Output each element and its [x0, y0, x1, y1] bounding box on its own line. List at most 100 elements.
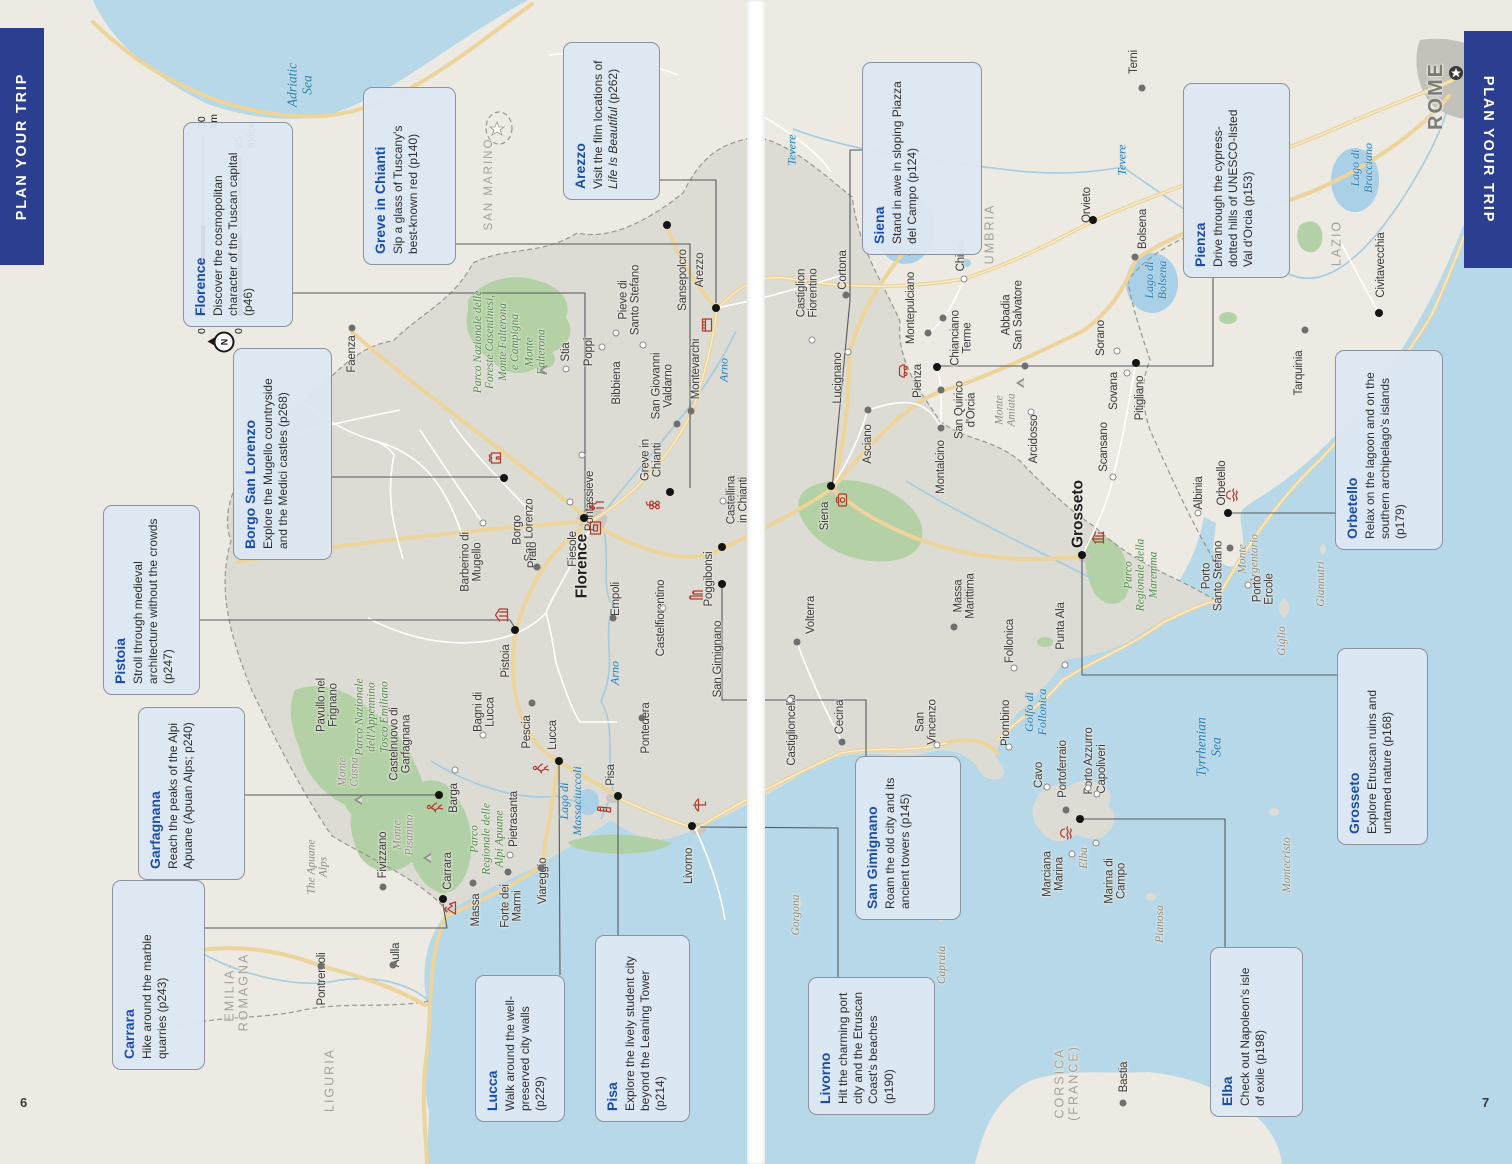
- map-label-golfo-di: Golfo di Follonica: [1022, 688, 1049, 736]
- map-label-lago-di: Lago di Massaciuccoli: [557, 766, 584, 836]
- map-label-capoliveri: Capoliveri: [1095, 744, 1108, 794]
- map-label-elba: Elba: [1077, 847, 1090, 869]
- city-dot: [939, 314, 947, 322]
- map-label-montalcino: Montalcino: [934, 440, 947, 494]
- map-label-grosseto: Grosseto: [1069, 479, 1087, 549]
- city-dot: [1010, 664, 1018, 672]
- city-dot: [1194, 509, 1202, 517]
- city-dot: [712, 304, 720, 312]
- city-dot: [1068, 850, 1076, 858]
- road-centerlines: [591, 79, 1502, 830]
- city-dot: [1301, 326, 1309, 334]
- city-dot: [1375, 309, 1383, 317]
- map-label-asciano: Asciano: [861, 424, 874, 464]
- callout-body: Hit the charming port city and the Etrus…: [836, 991, 896, 1104]
- callout-body: Stroll through medieval architecture wit…: [131, 518, 176, 684]
- map-label-sovana: Sovana: [1107, 372, 1120, 410]
- city-dot: [1138, 84, 1146, 92]
- map-label-albinia: Albinia: [1192, 476, 1205, 510]
- callout-title: Lucca: [484, 1070, 500, 1111]
- city-dot: [659, 604, 667, 612]
- temple-icon: [493, 606, 516, 624]
- callout-title: Florence: [192, 257, 208, 316]
- callout-title: Siena: [871, 206, 887, 244]
- map-label-parco-nazionale: Parco Nazionale dell'Appennino Tosco Emi…: [353, 678, 391, 756]
- map-label-corsica: CORSICA (FRANCE): [1052, 1045, 1081, 1121]
- plan-your-trip-tab-left: PLAN YOUR TRIP: [0, 28, 44, 265]
- map-label-lucca: Lucca: [546, 720, 559, 750]
- city-dot: [924, 329, 932, 337]
- city-dot: [1027, 408, 1035, 416]
- map-label-castiglioncello: Castiglioncello: [785, 694, 798, 766]
- peak-triangle-icon: [423, 853, 431, 863]
- city-dot: [1109, 473, 1117, 481]
- city-dot: [937, 386, 945, 394]
- city-dot: [479, 731, 487, 739]
- callout-title: Carrara: [121, 1009, 137, 1059]
- map-label-gorgona: Gorgona: [789, 894, 802, 936]
- map-label-arezzo: Arezzo: [693, 252, 706, 288]
- map-label-follonica: Follonica: [1003, 618, 1016, 664]
- map-label-chianciano: Chianciano Terme: [949, 310, 974, 366]
- map-label-castiglion: Castiglion Fiorentino: [795, 268, 820, 318]
- city-dot: [533, 563, 541, 571]
- city-dot: [598, 343, 606, 351]
- city-dot: [500, 474, 508, 482]
- callout-body: Explore Etruscan ruins and untamed natur…: [1365, 689, 1395, 834]
- san-marino-star-icon: [488, 120, 506, 136]
- map-label-san-gimignano: San Gimignano: [711, 620, 724, 698]
- city-dot: [933, 741, 941, 749]
- minor-roads: [249, 52, 1380, 921]
- city-dot: [389, 961, 397, 969]
- map-label-cortona: Cortona: [836, 250, 849, 290]
- city-dot: [638, 714, 646, 722]
- map-label-forte-dei: Forte dei Marmi: [499, 884, 524, 928]
- peak-triangle-icon: [1016, 378, 1024, 388]
- map-label-parco: Parco Regionale delle Alpi Apuane: [468, 803, 506, 875]
- callout-body: Reach the peaks of the Alpi Apuane (Apua…: [166, 722, 196, 869]
- city-dot: [555, 757, 563, 765]
- parasol-icon: [690, 796, 713, 814]
- capital-stars: [488, 66, 1463, 136]
- city-dot: [612, 329, 620, 337]
- map-label-empoli: Empoli: [609, 582, 622, 616]
- map-label-punta-ala: Punta Ala: [1054, 602, 1067, 650]
- map-label-pisa: Pisa: [604, 764, 617, 786]
- callout-grosseto: Grosseto Explore Etruscan ruins and untam…: [1337, 648, 1428, 845]
- map-label-pistoia: Pistoia: [499, 644, 512, 678]
- callout-body: Stand in awe in sloping Piazza del Campo…: [890, 81, 920, 244]
- ruins-icon: [1089, 528, 1112, 546]
- city-dot: [937, 424, 945, 432]
- callout-body: Roam the old city and its ancient towers…: [883, 777, 913, 909]
- city-dot: [451, 766, 459, 774]
- pisa-icon: [595, 801, 618, 819]
- callout-title: Elba: [1219, 1076, 1235, 1106]
- map-label-borgo: Borgo San Lorenzo: [511, 498, 536, 562]
- map-label-bastia: Bastia: [1117, 1061, 1130, 1093]
- map-label-abbadia: Abbadia San Salvatore: [1000, 280, 1025, 350]
- callout-body: Explore the Mugello countryside and the …: [261, 378, 291, 549]
- city-dot: [827, 482, 835, 490]
- map-label-faenza: Faenza: [345, 335, 358, 373]
- map-label-castellina: Castellina in Chianti: [725, 475, 750, 525]
- callout-body: Relax on the lagoon and on the southern …: [1363, 372, 1408, 539]
- city-dot: [578, 451, 586, 459]
- map-label-monte: Monte Pisanino: [391, 814, 416, 856]
- map-label-monte: Monte Cusna: [336, 757, 361, 787]
- city-dot: [1084, 784, 1092, 792]
- city-dot: [639, 341, 647, 349]
- map-label-emilia: EMILIA- ROMAGNA: [222, 952, 251, 1032]
- city-dot: [718, 543, 726, 551]
- quarry-icon: [442, 899, 465, 917]
- callout-livorno: Livorno Hit the charming port city and th…: [808, 977, 935, 1115]
- hiker-icon: [426, 799, 449, 817]
- map-label-barga: Barga: [447, 783, 460, 813]
- map-label-stia: Stia: [559, 342, 572, 362]
- giglio-island: [1279, 599, 1289, 617]
- map-label-adriatic: Adriatic Sea: [284, 62, 314, 108]
- city-dot: [673, 420, 681, 428]
- region-borders: [178, 111, 1216, 1027]
- city-dot: [1119, 1099, 1127, 1107]
- city-dot: [1043, 783, 1051, 791]
- city-dot: [435, 791, 443, 799]
